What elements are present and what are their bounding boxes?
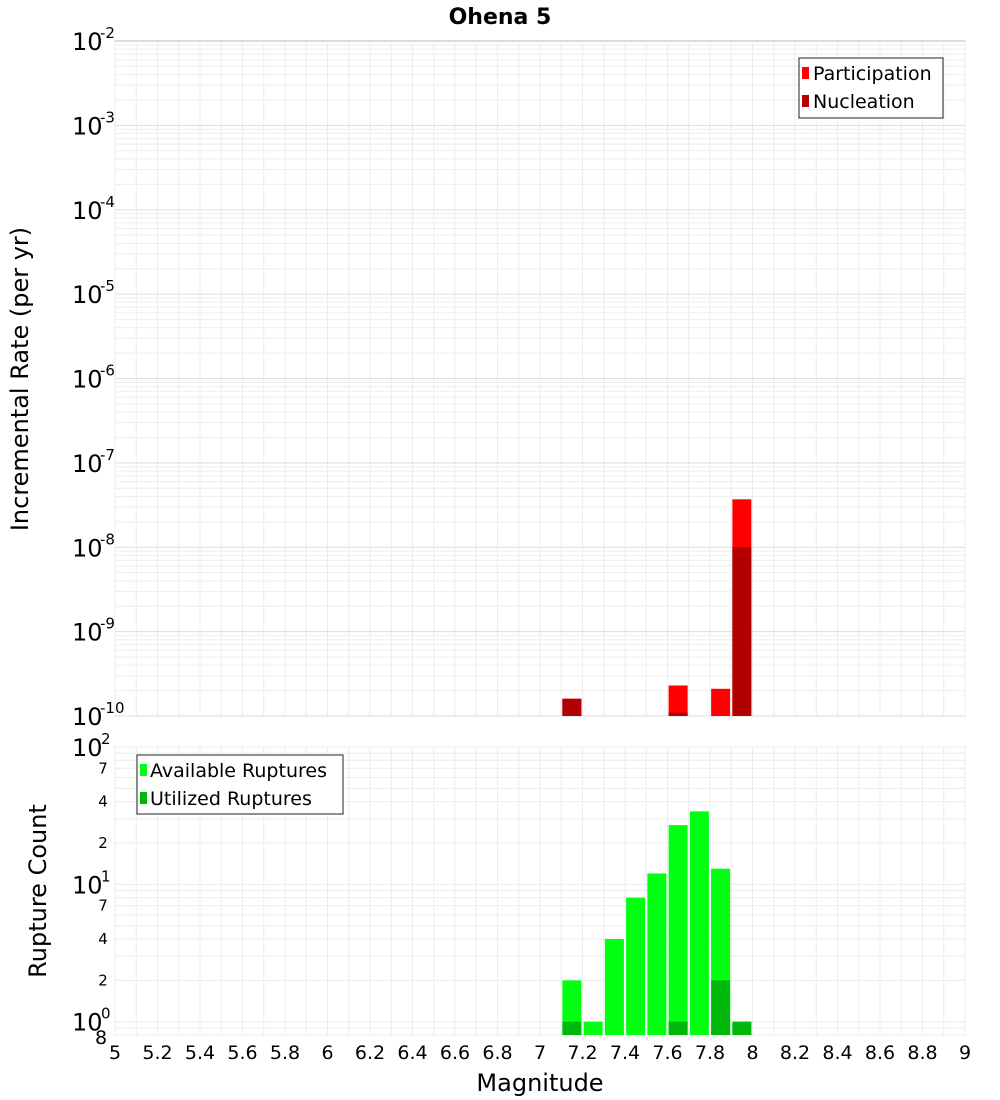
bottom-y-tick-base: 10 [72,871,103,899]
top-y-tick-base: 10 [72,112,103,140]
top-y-tick-exponent: -6 [100,362,115,380]
bottom-y-axis-label: Rupture Count [24,804,52,978]
participation-swatch [802,67,809,79]
utilized-ruptures-bar [732,1021,752,1035]
top-grid [114,41,966,717]
x-tick-label: 5 [109,1042,121,1064]
x-tick-label: 6 [321,1042,333,1064]
top-panel: 10-210-310-410-510-610-710-810-910-10 In… [6,24,966,731]
x-tick-label: 5.6 [227,1042,257,1064]
available-ruptures-bar [626,897,646,1035]
available-ruptures-bar [647,873,667,1035]
nucleation-bar [732,547,752,716]
x-tick-label: 8.8 [907,1042,937,1064]
bottom-legend-box [136,754,344,815]
bottom-y-minor-tick: 7 [98,759,108,777]
nucleation-bar [668,712,688,716]
top-bars [562,499,752,716]
bottom-y-minor-tick: 2 [98,834,108,852]
bottom-y-tick-exponent: 1 [101,867,111,885]
x-tick-label: 8.6 [865,1042,895,1064]
bottom-y-tick-base: 10 [72,734,103,762]
top-y-tick-base: 10 [72,450,103,478]
x-tick-label: 8 [746,1042,758,1064]
top-y-tick-base: 10 [72,281,103,309]
bottom-legend: Available Ruptures Utilized Ruptures [136,754,344,815]
nucleation-swatch [802,95,809,107]
top-legend-box [798,57,944,119]
utilized-ruptures-bar [668,1021,688,1035]
x-tick-label: 7.6 [652,1042,682,1064]
top-y-tick-exponent: -7 [100,446,115,464]
x-tick-label: 5.8 [270,1042,300,1064]
bottom-y-minor-tick: 2 [98,971,108,989]
top-y-ticks: 10-210-310-410-510-610-710-810-910-10 [72,24,125,731]
bottom-grid [114,746,966,1036]
x-tick-label: 8.4 [822,1042,852,1064]
x-tick-label: 7.4 [610,1042,640,1064]
x-tick-label: 6.6 [440,1042,470,1064]
utilized-ruptures-bar [562,1021,582,1035]
available-ruptures-bar [668,825,688,1035]
bottom-y-tick-exponent: 2 [101,730,111,748]
participation-bar [711,688,731,716]
nucleation-legend-label: Nucleation [813,91,915,113]
top-y-tick-base: 10 [72,619,103,647]
utilized-ruptures-bar [711,980,731,1035]
x-tick-label: 5.2 [142,1042,172,1064]
chart-title: Ohena 5 [449,5,552,30]
x-tick-label: 7.8 [695,1042,725,1064]
top-y-tick-base: 10 [72,28,103,56]
top-y-tick-base: 10 [72,534,103,562]
participation-legend-label: Participation [813,63,932,85]
available-ruptures-swatch [140,764,147,776]
x-tick-label: 6.4 [397,1042,427,1064]
x-axis-label: Magnitude [476,1069,603,1097]
bottom-y-minor-tick: 7 [98,897,108,915]
top-y-axis-label: Incremental Rate (per yr) [6,227,34,531]
available-ruptures-bar [583,1021,603,1035]
bottom-y-tick-base: 10 [72,1009,103,1037]
top-y-tick-exponent: -5 [100,277,115,295]
available-ruptures-bar [689,811,709,1035]
bottom-y-minor-tick: 8 [95,1027,107,1049]
top-y-tick-exponent: -3 [100,108,115,126]
top-y-tick-exponent: -2 [100,24,115,42]
x-tick-label: 9 [959,1042,971,1064]
utilized-ruptures-legend-label: Utilized Ruptures [150,788,312,810]
x-ticks: 5 5.2 5.4 5.6 5.8 6 6.2 6.4 6.6 6.8 7 7.2 7.4 7.6 7.8 8… [109,1042,971,1064]
available-ruptures-legend-label: Available Ruptures [150,760,327,782]
x-tick-label: 7.2 [567,1042,597,1064]
utilized-ruptures-swatch [140,792,147,804]
available-ruptures-bar [562,980,582,1035]
top-legend: Participation Nucleation [798,57,944,119]
nucleation-bar [562,698,582,716]
bottom-y-minor-tick: 4 [98,930,108,948]
top-y-tick-exponent: -4 [100,193,115,211]
top-y-tick-base: 10 [72,366,103,394]
x-tick-label: 8.2 [780,1042,810,1064]
bottom-bars [562,811,752,1035]
x-tick-label: 6.8 [482,1042,512,1064]
bottom-y-tick-exponent: 0 [101,1005,111,1023]
participation-bar [668,685,688,716]
top-y-tick-base: 10 [72,703,103,731]
top-y-tick-exponent: -10 [100,699,125,717]
top-y-tick-exponent: -9 [100,615,115,633]
available-ruptures-bar [604,939,624,1035]
top-y-tick-base: 10 [72,197,103,225]
x-tick-label: 6.2 [355,1042,385,1064]
x-tick-label: 7 [534,1042,546,1064]
bottom-y-minor-tick: 4 [98,793,108,811]
top-y-tick-exponent: -8 [100,530,115,548]
x-tick-label: 5.4 [185,1042,215,1064]
